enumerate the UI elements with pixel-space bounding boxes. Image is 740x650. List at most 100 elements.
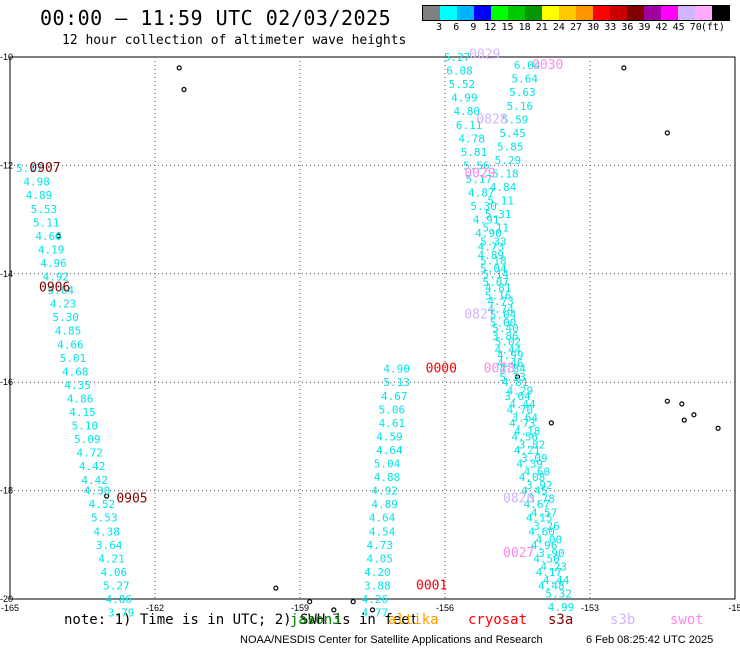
wave-height-value: 3.88	[364, 579, 391, 592]
color-scale-labels: 3 6 9 12 15 18 21 24 27 30 33 36 39 42 45 70 (ft)	[422, 21, 730, 35]
map-gridlines	[10, 57, 735, 599]
wave-height-value: 4.17	[536, 566, 563, 579]
legend-s3b: s3b	[610, 612, 636, 628]
color-swatch	[576, 6, 593, 20]
color-swatch	[542, 6, 559, 20]
island-outlines	[55, 65, 721, 613]
island-outline	[104, 493, 110, 499]
wave-height-value: 5.07	[483, 276, 510, 289]
wave-height-value: 4.88	[374, 471, 401, 484]
wave-height-value: 6.08	[446, 65, 473, 78]
y-tick-label: -18	[0, 486, 13, 496]
wave-height-value: 5.06	[379, 403, 406, 416]
wave-height-value: 4.66	[35, 230, 62, 243]
wave-height-value: 4.96	[531, 539, 558, 552]
wave-height-value: 5.81	[461, 146, 488, 159]
wave-height-value: 3.64	[512, 411, 539, 424]
axis-tick-labels: -165 -162 -159 -156 -153 -15 -10 -12 -14 -16 -18 -2…	[0, 52, 740, 613]
color-swatch	[474, 6, 491, 20]
wave-height-value: 4.89	[478, 249, 505, 262]
y-tick-label: -10	[0, 52, 13, 62]
wave-height-value: 5.32	[545, 588, 572, 601]
island-outline	[514, 374, 521, 380]
color-scale-label: 3	[436, 22, 443, 33]
wave-height-value: 4.67	[381, 390, 408, 403]
wave-height-value: 5.18	[492, 168, 519, 181]
wave-height-value: 5.56	[463, 159, 490, 172]
wave-height-value: 5.09	[74, 433, 101, 446]
map-frame	[9, 56, 736, 600]
wave-height-value: 5.01	[60, 352, 87, 365]
color-swatch	[610, 6, 627, 20]
wave-height-value: 4.57	[531, 506, 558, 519]
wave-height-value: 4.73	[478, 241, 505, 254]
wave-height-value: 5.17	[466, 173, 493, 186]
wave-height-value: 5.11	[33, 216, 60, 229]
wave-height-value: 4.06	[101, 566, 128, 579]
pass-time-label: 0001	[416, 578, 447, 593]
wave-height-value: 4.29	[507, 384, 534, 397]
wave-height-value: 3.79	[108, 607, 135, 620]
wave-height-value: 3.64	[504, 390, 531, 403]
wave-height-value: 4.35	[64, 379, 91, 392]
wave-height-value: 4.96	[40, 257, 67, 270]
wave-height-value: 5.30	[470, 200, 497, 213]
color-swatch	[491, 6, 508, 20]
wave-height-value: 4.85	[55, 325, 82, 338]
wave-height-value: 4.20	[364, 566, 391, 579]
island-outline	[55, 233, 61, 239]
island-outline	[621, 65, 627, 71]
x-tick-label: -156	[436, 603, 454, 613]
wave-height-value: 4.86	[67, 392, 94, 405]
map-title: 00:00 – 11:59 UTC 02/03/2025	[40, 6, 392, 30]
wave-height-value: 4.64	[376, 444, 403, 457]
wave-height-value: 4.44	[495, 344, 522, 357]
color-scale-label: 42	[655, 22, 668, 33]
color-swatch	[627, 6, 644, 20]
legend-swot: swot	[670, 612, 704, 628]
wave-height-value: 5.16	[507, 100, 534, 113]
wave-height-value: 4.84	[490, 181, 517, 194]
wave-height-value: 5.04	[490, 308, 517, 321]
island-outline	[548, 420, 554, 426]
wave-height-value: 3.09	[521, 452, 548, 465]
wave-height-value: 5.53	[91, 512, 118, 525]
wave-height-value: 4.84	[499, 363, 526, 376]
wave-height-value: 4.98	[23, 176, 50, 189]
wave-height-value: 4.78	[458, 132, 485, 145]
wave-height-value: 5.30	[52, 311, 79, 324]
color-scale-label: 45	[672, 22, 685, 33]
island-outline	[691, 412, 697, 418]
island-outline	[664, 398, 670, 404]
wave-height-value: 5.33	[480, 235, 507, 248]
wave-height-value: 4.46	[497, 357, 524, 370]
wave-height-value: 4.68	[62, 365, 89, 378]
wave-height-value: 4.60	[524, 466, 551, 479]
wave-height-value: 4.66	[57, 338, 84, 351]
wave-height-value: 4.50	[533, 552, 560, 565]
wave-height-value: 4.73	[367, 539, 394, 552]
wave-height-value: 5.10	[72, 420, 99, 433]
color-swatch	[559, 6, 576, 20]
color-swatch	[695, 6, 712, 20]
island-outline	[273, 585, 279, 591]
wave-height-value: 4.48	[538, 579, 565, 592]
wave-height-value: 5.64	[48, 284, 75, 297]
pass-time-label: 0905	[116, 492, 147, 507]
pass-time-label: 0028	[484, 362, 515, 377]
wave-height-value: 4.73	[487, 295, 514, 308]
wave-height-value: 4.74	[487, 303, 514, 316]
wave-height-value: 6.11	[456, 119, 483, 132]
pass-time-label: 0000	[426, 362, 457, 377]
wave-height-value: 5.29	[495, 154, 522, 167]
x-tick-label: -159	[291, 603, 309, 613]
color-scale-swatches	[422, 5, 730, 21]
wave-height-value: 4.90	[475, 227, 502, 240]
wave-height-value: 4.59	[376, 430, 403, 443]
color-swatch	[457, 6, 474, 20]
wave-height-value: 4.92	[371, 485, 398, 498]
wave-height-value: 4.72	[77, 447, 104, 460]
color-swatch	[644, 6, 661, 20]
color-scale-label: 30	[587, 22, 600, 33]
wave-height-value: 4.61	[379, 417, 406, 430]
